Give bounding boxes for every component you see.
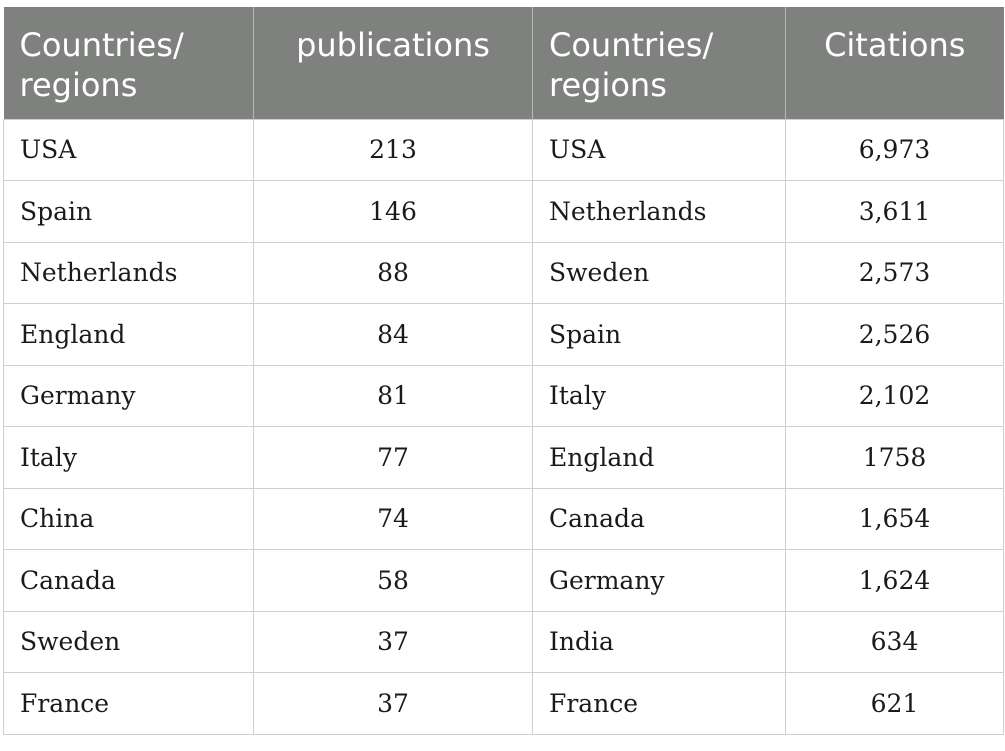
country-publications-cell: USA [3,118,254,181]
table-row: Netherlands 88 Sweden 2,573 [3,241,1004,304]
header-countries-citations: Countries/ regions [532,7,786,119]
country-citations-cell: Canada [532,487,786,550]
countries-table: Countries/ regions publications Countrie… [3,7,1004,735]
country-publications-cell: China [3,487,254,550]
country-publications-cell: Netherlands [3,241,254,304]
citations-cell: 3,611 [785,180,1004,243]
citations-cell: 621 [785,672,1004,735]
publications-cell: 37 [253,672,533,735]
citations-cell: 1,654 [785,487,1004,550]
country-publications-cell: France [3,672,254,735]
table-row: France 37 France 621 [3,672,1004,735]
table-body: USA 213 USA 6,973 Spain 146 Netherlands 3,611 Ne… [3,118,1004,735]
table-row: Spain 146 Netherlands 3,611 [3,180,1004,243]
header-row: Countries/ regions publications Countrie… [3,7,1004,119]
publications-cell: 81 [253,364,533,427]
country-publications-cell: Italy [3,426,254,489]
publications-cell: 88 [253,241,533,304]
publications-cell: 146 [253,180,533,243]
publications-cell: 213 [253,118,533,181]
citations-cell: 2,526 [785,303,1004,366]
citations-cell: 1758 [785,426,1004,489]
country-citations-cell: France [532,672,786,735]
country-publications-cell: Canada [3,549,254,612]
country-citations-cell: Italy [532,364,786,427]
country-publications-cell: England [3,303,254,366]
citations-cell: 2,573 [785,241,1004,304]
table-row: Germany 81 Italy 2,102 [3,364,1004,427]
country-citations-cell: Netherlands [532,180,786,243]
table-row: Canada 58 Germany 1,624 [3,549,1004,612]
table-row: Italy 77 England 1758 [3,426,1004,489]
citations-cell: 2,102 [785,364,1004,427]
country-citations-cell: USA [532,118,786,181]
citations-cell: 634 [785,610,1004,673]
country-citations-cell: India [532,610,786,673]
publications-cell: 84 [253,303,533,366]
citations-cell: 6,973 [785,118,1004,181]
publications-cell: 74 [253,487,533,550]
publications-cell: 58 [253,549,533,612]
country-publications-cell: Sweden [3,610,254,673]
table-row: England 84 Spain 2,526 [3,303,1004,366]
header-citations: Citations [785,7,1004,119]
table-row: USA 213 USA 6,973 [3,118,1004,181]
citations-cell: 1,624 [785,549,1004,612]
country-publications-cell: Germany [3,364,254,427]
header-publications: publications [253,7,533,119]
country-citations-cell: Sweden [532,241,786,304]
header-countries-publications: Countries/ regions [3,7,254,119]
table-row: China 74 Canada 1,654 [3,487,1004,550]
country-citations-cell: Spain [532,303,786,366]
country-citations-cell: Germany [532,549,786,612]
publications-cell: 37 [253,610,533,673]
publications-cell: 77 [253,426,533,489]
country-citations-cell: England [532,426,786,489]
country-publications-cell: Spain [3,180,254,243]
table-row: Sweden 37 India 634 [3,610,1004,673]
